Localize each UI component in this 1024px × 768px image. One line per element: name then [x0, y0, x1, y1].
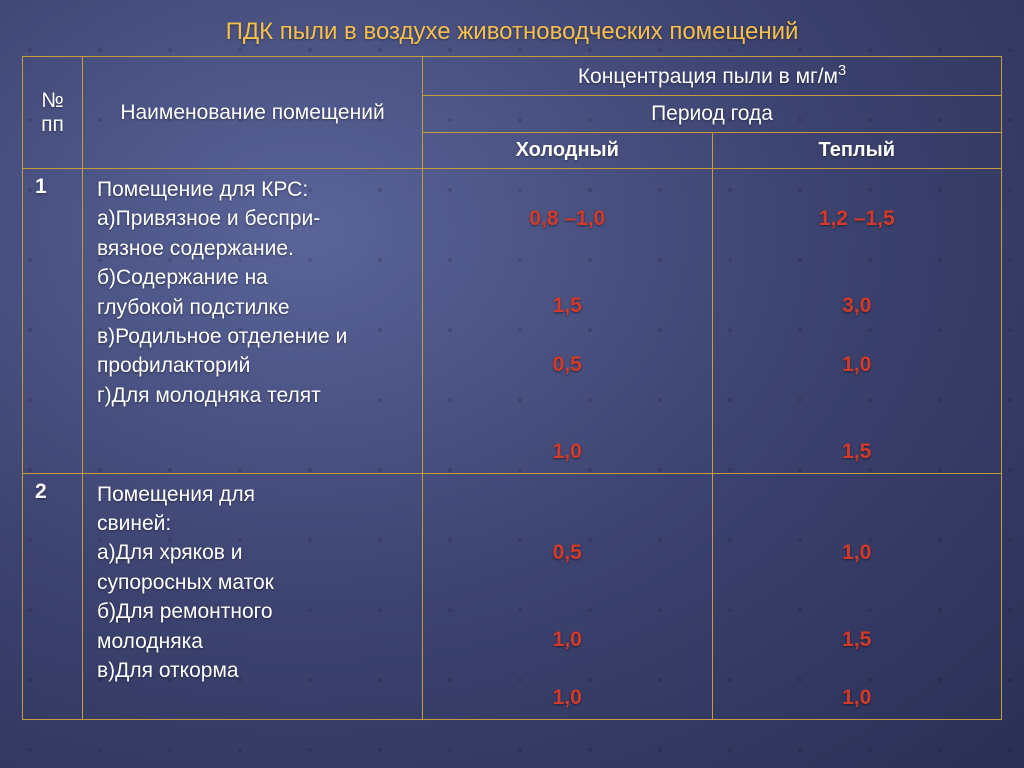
th-cold: Холодный: [423, 133, 713, 169]
th-warm: Теплый: [712, 133, 1002, 169]
th-concentration: Концентрация пыли в мг/м3: [423, 57, 1002, 96]
table-row: 1 Помещение для КРС: а)Привязное и беспр…: [23, 169, 1002, 474]
table-row: 2 Помещения для свиней: а)Для хряков и с…: [23, 473, 1002, 719]
row-cold: 0,5 1,0 1,0: [423, 473, 713, 719]
row-warm: 1,0 1,5 1,0: [712, 473, 1002, 719]
row-cold: 0,8 –1,0 1,5 0,5 1,0: [423, 169, 713, 474]
row-num: 1: [23, 169, 83, 474]
pdk-table: № пп Наименование помещений Концентрация…: [22, 56, 1002, 720]
row-name: Помещение для КРС: а)Привязное и беспри-…: [83, 169, 423, 474]
row-num: 2: [23, 473, 83, 719]
row-name: Помещения для свиней: а)Для хряков и суп…: [83, 473, 423, 719]
row-warm: 1,2 –1,5 3,0 1,0 1,5: [712, 169, 1002, 474]
th-name: Наименование помещений: [83, 57, 423, 169]
page-title: ПДК пыли в воздухе животноводческих поме…: [22, 18, 1002, 46]
th-period: Период года: [423, 96, 1002, 133]
th-num: № пп: [23, 57, 83, 169]
